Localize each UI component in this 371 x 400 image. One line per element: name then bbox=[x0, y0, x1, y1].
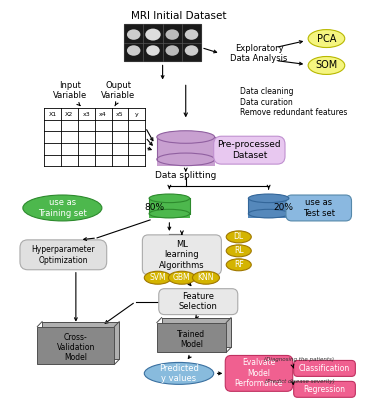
FancyBboxPatch shape bbox=[294, 360, 355, 376]
Ellipse shape bbox=[249, 194, 289, 203]
Bar bbox=[149, 198, 190, 218]
Text: Ouput
Variable: Ouput Variable bbox=[101, 81, 135, 100]
Text: (Predict disease severity): (Predict disease severity) bbox=[265, 379, 334, 384]
Text: Hyperparameter
Optimization: Hyperparameter Optimization bbox=[32, 245, 95, 264]
Ellipse shape bbox=[165, 29, 179, 40]
Text: PCA: PCA bbox=[317, 34, 336, 44]
Ellipse shape bbox=[185, 45, 198, 56]
Ellipse shape bbox=[157, 131, 215, 143]
Ellipse shape bbox=[23, 195, 102, 221]
Text: Classification: Classification bbox=[299, 364, 350, 373]
Text: y: y bbox=[135, 112, 139, 116]
Text: (Diagnosing the patients): (Diagnosing the patients) bbox=[265, 357, 335, 362]
Text: Data splitting: Data splitting bbox=[155, 170, 216, 180]
Text: 20%: 20% bbox=[273, 204, 293, 212]
Ellipse shape bbox=[144, 362, 214, 384]
Text: SOM: SOM bbox=[315, 60, 338, 70]
Ellipse shape bbox=[226, 259, 251, 271]
Ellipse shape bbox=[249, 209, 289, 218]
Bar bbox=[149, 198, 190, 214]
FancyBboxPatch shape bbox=[225, 356, 293, 391]
Text: Evalvate
Model
Performance: Evalvate Model Performance bbox=[235, 358, 283, 388]
Text: SVM: SVM bbox=[150, 273, 166, 282]
Bar bbox=[249, 198, 289, 218]
Text: DL: DL bbox=[234, 232, 244, 241]
Text: Trained
Model: Trained Model bbox=[177, 330, 206, 349]
Text: MRI Initial Dataset: MRI Initial Dataset bbox=[131, 11, 227, 21]
Text: X1: X1 bbox=[49, 112, 56, 116]
Ellipse shape bbox=[157, 153, 215, 166]
FancyBboxPatch shape bbox=[286, 195, 351, 221]
Bar bbox=[157, 322, 226, 352]
Bar bbox=[42, 322, 119, 360]
Text: Feature
Selection: Feature Selection bbox=[179, 292, 218, 311]
Ellipse shape bbox=[226, 231, 251, 243]
FancyBboxPatch shape bbox=[214, 136, 285, 164]
Ellipse shape bbox=[127, 45, 141, 56]
Text: use as
Test set: use as Test set bbox=[303, 198, 335, 218]
Text: use as
Training set: use as Training set bbox=[38, 198, 87, 218]
FancyBboxPatch shape bbox=[159, 289, 238, 315]
Ellipse shape bbox=[193, 271, 220, 284]
Text: X2: X2 bbox=[65, 112, 73, 116]
Bar bbox=[37, 326, 114, 364]
FancyBboxPatch shape bbox=[20, 240, 107, 270]
Text: Exploratory
Data Analysis: Exploratory Data Analysis bbox=[230, 44, 288, 63]
Text: Pre-processed
Dataset: Pre-processed Dataset bbox=[217, 140, 281, 160]
Bar bbox=[157, 137, 215, 166]
Text: RF: RF bbox=[234, 260, 244, 269]
Text: Data cleaning
Data curation
Remove redundant features: Data cleaning Data curation Remove redun… bbox=[240, 88, 347, 117]
Ellipse shape bbox=[308, 56, 345, 74]
Ellipse shape bbox=[144, 271, 171, 284]
FancyBboxPatch shape bbox=[294, 381, 355, 397]
Bar bbox=[162, 318, 231, 348]
Ellipse shape bbox=[146, 45, 160, 56]
Text: KNN: KNN bbox=[198, 273, 214, 282]
Text: Regression: Regression bbox=[303, 385, 345, 394]
Ellipse shape bbox=[127, 29, 141, 40]
Text: x3: x3 bbox=[82, 112, 90, 116]
Ellipse shape bbox=[165, 45, 179, 56]
Ellipse shape bbox=[149, 194, 190, 203]
Ellipse shape bbox=[149, 209, 190, 218]
Bar bbox=[157, 137, 215, 159]
Text: 80%: 80% bbox=[145, 204, 165, 212]
Bar bbox=[249, 198, 289, 214]
Text: RL: RL bbox=[234, 246, 243, 255]
Text: x5: x5 bbox=[116, 112, 124, 116]
Text: Input
Variable: Input Variable bbox=[53, 81, 87, 100]
Text: x4: x4 bbox=[99, 112, 107, 116]
Text: GBM: GBM bbox=[173, 273, 191, 282]
Ellipse shape bbox=[185, 29, 198, 40]
FancyBboxPatch shape bbox=[142, 235, 221, 275]
Text: ML
learning
Algorithms: ML learning Algorithms bbox=[159, 240, 205, 270]
Bar bbox=[124, 24, 201, 62]
Ellipse shape bbox=[308, 30, 345, 48]
Text: Cross-
Validation
Model: Cross- Validation Model bbox=[57, 332, 95, 362]
Ellipse shape bbox=[168, 271, 196, 284]
Ellipse shape bbox=[226, 245, 251, 257]
Ellipse shape bbox=[145, 28, 161, 40]
Text: Predicted
y values: Predicted y values bbox=[159, 364, 199, 383]
